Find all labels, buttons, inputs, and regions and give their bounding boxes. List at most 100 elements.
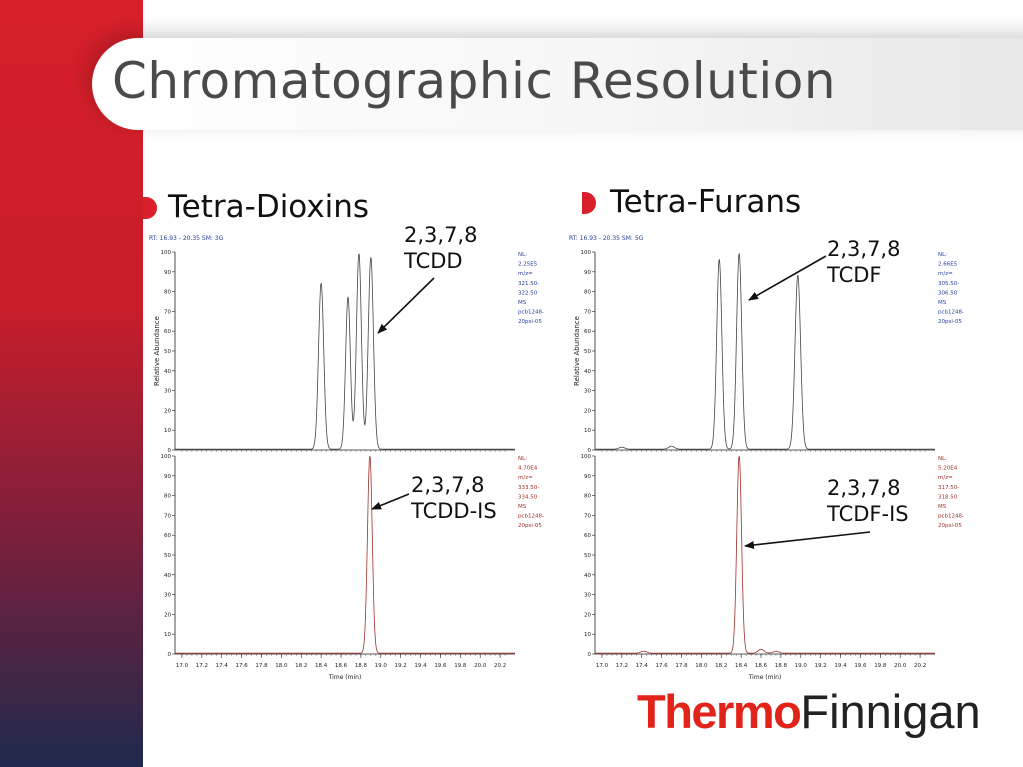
y-tick-label: 10 — [164, 632, 171, 638]
tcdd-arrow — [377, 277, 435, 334]
chromatogram-trace — [595, 455, 935, 654]
side-color-bar — [0, 0, 143, 767]
x-tick-label: 18.2 — [295, 663, 307, 669]
y-tick-label: 80 — [584, 290, 591, 296]
tcdf-label: 2,3,7,8 TCDF — [827, 237, 901, 287]
x-tick-label: 17.6 — [235, 663, 248, 669]
x-tick-label: 17.6 — [655, 663, 668, 669]
nl-info-text: 317.50- — [938, 485, 959, 491]
y-tick-label: 60 — [164, 329, 171, 335]
nl-info-text: 334.50 — [518, 494, 538, 500]
y-tick-label: 0 — [588, 652, 592, 658]
y-tick-label: 80 — [164, 494, 171, 500]
nl-info-text: NL: — [938, 456, 947, 462]
x-axis-label: Time (min) — [328, 674, 362, 681]
nl-info-text: 2.66E5 — [938, 262, 958, 268]
y-tick-label: 50 — [164, 349, 171, 355]
x-tick-label: 18.8 — [775, 663, 788, 669]
tcdd-is-arrow — [371, 493, 410, 510]
furan-chromatogram-panel: 0 10 20 30 40 50 60 70 80 90 100 Relative Abundance… — [569, 230, 970, 690]
y-tick-label: 0 — [168, 448, 172, 454]
y-tick-label: 100 — [581, 454, 592, 460]
y-tick-label: 90 — [584, 270, 591, 276]
x-tick-label: 19.8 — [874, 663, 887, 669]
y-tick-label: 60 — [584, 329, 591, 335]
nl-info-text: pcb1248- — [518, 514, 544, 520]
x-tick-label: 19.6 — [434, 663, 447, 669]
nl-info-text: 322.50 — [518, 290, 538, 296]
y-tick-label: 100 — [581, 250, 592, 256]
nl-info-text: MS — [518, 504, 527, 510]
tcdd-is-label: 2,3,7,8 TCDD-IS — [411, 473, 497, 523]
nl-info-text: MS — [938, 504, 947, 510]
y-tick-label: 90 — [164, 474, 171, 480]
x-tick-label: 19.4 — [834, 663, 847, 669]
nl-info-text: NL: — [938, 252, 947, 258]
y-tick-label: 60 — [164, 533, 171, 539]
nl-info-text: 5.20E4 — [938, 466, 958, 472]
x-axis-label: Time (min) — [748, 674, 782, 681]
x-tick-label: 17.0 — [176, 663, 189, 669]
tcdf-is-label: 2,3,7,8 TCDF-IS — [827, 476, 909, 526]
nl-info-text: NL: — [518, 456, 527, 462]
y-tick-label: 50 — [584, 553, 591, 559]
nl-info-text: MS — [938, 300, 947, 306]
nl-info-text: pcb1248- — [518, 310, 544, 316]
title-banner — [92, 38, 1023, 130]
x-tick-label: 20.2 — [494, 663, 506, 669]
x-tick-label: 19.0 — [375, 663, 388, 669]
nl-info-text: pcb1248- — [938, 514, 964, 520]
furans-heading: Tetra-Furans — [610, 184, 802, 220]
x-tick-label: 17.8 — [675, 663, 688, 669]
y-tick-label: 90 — [164, 270, 171, 276]
nl-info-text: 321.50- — [518, 281, 539, 287]
x-tick-label: 19.4 — [414, 663, 427, 669]
slide-title: Chromatographic Resolution — [112, 52, 837, 110]
y-tick-label: 70 — [584, 309, 591, 315]
y-tick-label: 70 — [584, 513, 591, 519]
thermo-finnigan-logo: ThermoFinnigan — [637, 686, 981, 738]
x-tick-label: 17.0 — [596, 663, 609, 669]
x-tick-label: 18.6 — [755, 663, 768, 669]
y-tick-label: 100 — [161, 250, 172, 256]
rt-header-text: RT: 16.93 - 20.35 SM: 5G — [569, 235, 644, 242]
nl-info-text: m/z= — [938, 475, 953, 481]
dioxin-chromatogram-panel: 0 10 20 30 40 50 60 70 80 90 100 Relative Abundance… — [149, 230, 550, 690]
tcdf-is-arrow — [744, 531, 871, 549]
x-tick-label: 20.2 — [914, 663, 926, 669]
y-tick-label: 10 — [584, 428, 591, 434]
x-tick-label: 17.4 — [216, 663, 229, 669]
y-tick-label: 10 — [584, 632, 591, 638]
bullet-icon — [582, 192, 596, 214]
y-tick-label: 50 — [164, 553, 171, 559]
chromatogram-trace — [175, 455, 515, 654]
nl-info-text: 305.50- — [938, 281, 959, 287]
x-tick-label: 17.2 — [616, 663, 628, 669]
y-tick-label: 30 — [164, 389, 171, 395]
x-tick-label: 18.4 — [735, 663, 748, 669]
tcdf-arrow — [748, 255, 827, 301]
chromatogram-trace — [175, 253, 515, 450]
x-tick-label: 17.4 — [636, 663, 649, 669]
x-tick-label: 19.6 — [854, 663, 867, 669]
y-tick-label: 30 — [584, 389, 591, 395]
x-tick-label: 18.0 — [275, 663, 288, 669]
logo-finnigan-text: Finnigan — [800, 685, 981, 738]
x-tick-label: 18.0 — [695, 663, 708, 669]
x-tick-label: 17.8 — [255, 663, 268, 669]
nl-info-text: m/z= — [518, 271, 533, 277]
x-tick-label: 18.2 — [715, 663, 727, 669]
bullet-icon — [143, 197, 157, 219]
y-axis-label: Relative Abundance — [573, 316, 581, 386]
y-tick-label: 40 — [164, 573, 171, 579]
nl-info-text: NL: — [518, 252, 527, 258]
y-tick-label: 20 — [164, 408, 171, 414]
x-tick-label: 20.0 — [474, 663, 487, 669]
x-tick-label: 19.2 — [815, 663, 827, 669]
nl-info-text: pcb1248- — [938, 310, 964, 316]
nl-info-text: 2.25E5 — [518, 262, 538, 268]
nl-info-text: 306.50 — [938, 290, 958, 296]
x-tick-label: 18.8 — [355, 663, 368, 669]
